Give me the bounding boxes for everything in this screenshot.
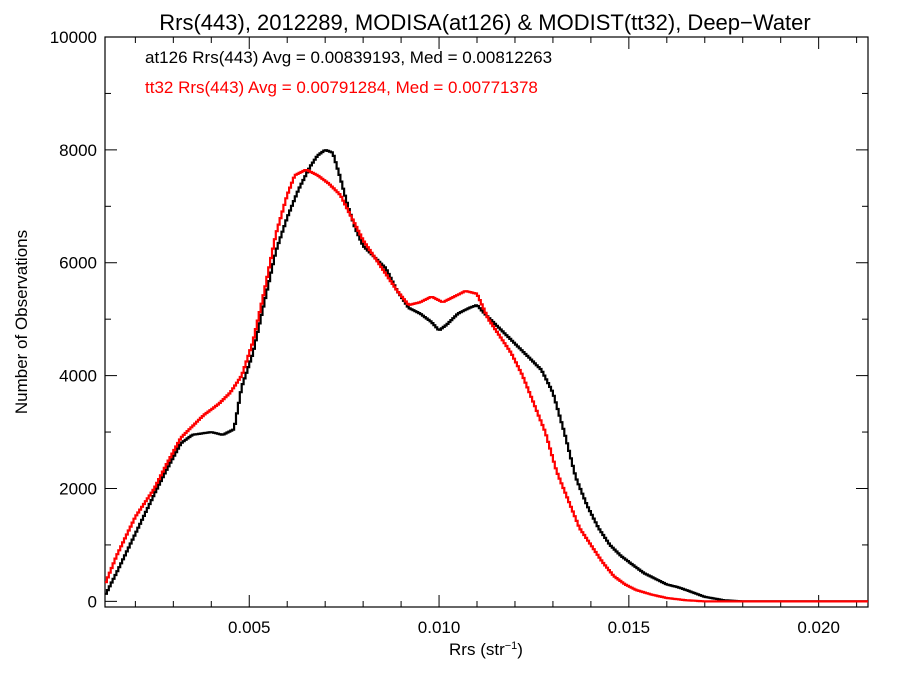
y-tick-label: 2000 xyxy=(59,479,97,498)
series-line-red xyxy=(105,169,868,603)
annotation-at126: at126 Rrs(443) Avg = 0.00839193, Med = 0… xyxy=(145,48,552,67)
x-tick-label: 0.015 xyxy=(608,618,651,637)
y-tick-label: 4000 xyxy=(59,367,97,386)
y-tick-label: 8000 xyxy=(59,141,97,160)
x-tick-label: 0.010 xyxy=(418,618,461,637)
y-axis: 0 2000 4000 6000 8000 10000 xyxy=(50,28,868,611)
series-line-black xyxy=(105,149,868,603)
x-axis-title: Rrs (str−1) xyxy=(449,640,523,659)
y-axis-title: Number of Observations xyxy=(12,230,31,414)
chart-title: Rrs(443), 2012289, MODISA(at126) & MODIS… xyxy=(159,10,810,35)
x-axis: 0.005 0.010 0.015 0.020 xyxy=(134,37,858,637)
y-tick-label: 10000 xyxy=(50,28,97,47)
series-layer xyxy=(105,149,868,603)
x-axis-title-main: Rrs (str xyxy=(449,640,505,659)
y-tick-label: 6000 xyxy=(59,254,97,273)
annotation-tt32: tt32 Rrs(443) Avg = 0.00791284, Med = 0.… xyxy=(145,78,538,97)
x-tick-label: 0.005 xyxy=(228,618,271,637)
plot-frame xyxy=(104,36,869,608)
x-axis-title-close: ) xyxy=(517,640,523,659)
x-tick-label: 0.020 xyxy=(797,618,840,637)
x-axis-title-sup: −1 xyxy=(505,640,518,652)
y-tick-label: 0 xyxy=(88,592,97,611)
